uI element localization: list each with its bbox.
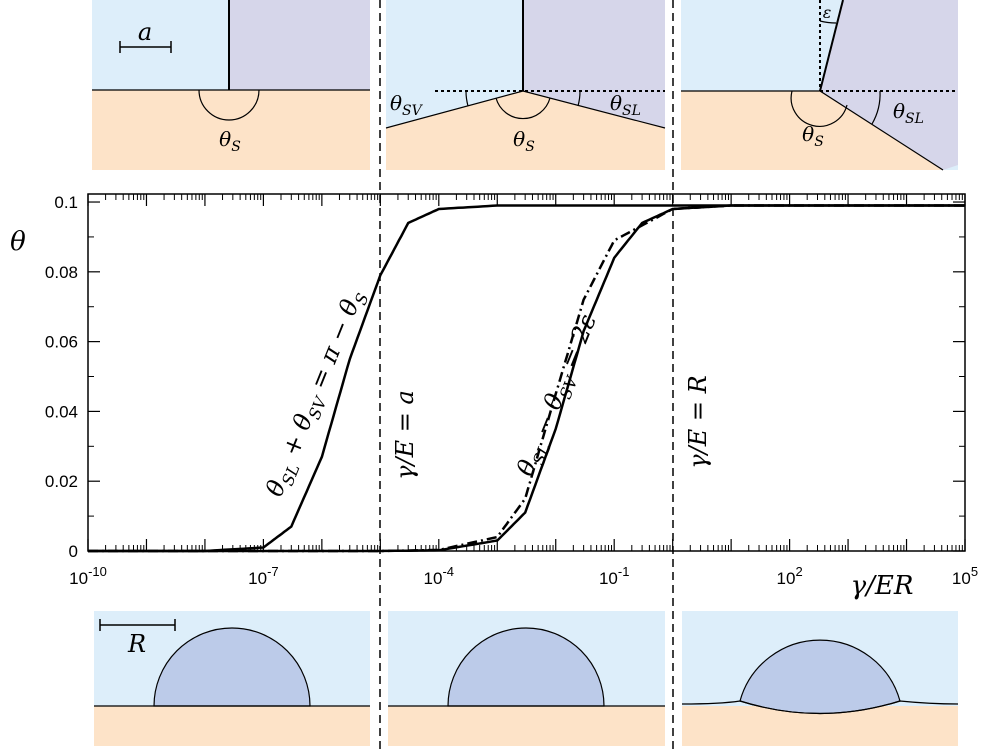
series-line-0 bbox=[88, 204, 965, 553]
angle-arc-s bbox=[495, 97, 551, 120]
angle-arc bbox=[198, 89, 260, 121]
substrate bbox=[94, 706, 370, 746]
x-tick-label: 10-4 bbox=[424, 564, 454, 588]
bottom-panel-1: R bbox=[94, 611, 370, 746]
vline-label-a: γ/E = a bbox=[391, 390, 419, 480]
scale-bar bbox=[99, 619, 176, 631]
drop bbox=[447, 627, 605, 707]
surface-line bbox=[385, 90, 666, 129]
angle-arc-sl bbox=[871, 90, 881, 125]
x-tick-label: 10-1 bbox=[599, 564, 629, 588]
series-line-1 bbox=[88, 204, 965, 553]
minor-ticks bbox=[88, 194, 965, 551]
y-tick-label: 0.06 bbox=[45, 333, 78, 352]
svg-text:γ/E = R: γ/E = R bbox=[684, 375, 712, 468]
curve-annotation-2: θSL − θSV = 2ε bbox=[511, 310, 605, 481]
substrate bbox=[386, 91, 665, 170]
y-tick-label: 0.08 bbox=[45, 263, 78, 282]
top-panel-2: θSV θSL θS bbox=[385, 0, 666, 170]
y-tick-label: 0.02 bbox=[45, 472, 78, 491]
tick-labels: 10-10 10-7 10-4 10-1 102 105 0 0.02 0.04 0.06 0.08… bbox=[45, 193, 978, 588]
theta-sv-label: θSV bbox=[390, 91, 424, 119]
scale-label-r: R bbox=[127, 630, 146, 658]
angle-arc-sl bbox=[577, 90, 581, 107]
bottom-panel-2 bbox=[388, 611, 665, 746]
angle-arc-s bbox=[790, 90, 848, 127]
scale-bar bbox=[119, 41, 172, 53]
epsilon-label: ε bbox=[823, 3, 832, 22]
y-tick-label: 0.1 bbox=[54, 193, 78, 212]
x-tick-label: 102 bbox=[777, 564, 803, 588]
scale-label-a: a bbox=[138, 18, 152, 46]
series-layer bbox=[88, 204, 965, 553]
drop bbox=[153, 627, 311, 707]
main-chart: 10-10 10-7 10-4 10-1 102 105 0 0.02 0.04 0.06 0.08… bbox=[10, 193, 978, 601]
interface-line bbox=[819, 0, 844, 92]
solid-region bbox=[820, 0, 958, 170]
x-tick-label: 10-10 bbox=[69, 564, 107, 588]
y-tick-label: 0.04 bbox=[45, 402, 78, 421]
top-panel-3: ε θSL θS bbox=[681, 0, 958, 171]
surface-line bbox=[681, 700, 959, 715]
x-tick-label: 105 bbox=[952, 564, 978, 588]
y-axis-label: θ bbox=[10, 227, 26, 257]
theta-sl-label: θSL bbox=[610, 91, 641, 119]
y-tick-label: 0 bbox=[69, 542, 78, 561]
svg-text:γ/E = a: γ/E = a bbox=[391, 390, 419, 480]
plot-frame bbox=[87, 193, 966, 552]
vline-label-r: γ/E = R bbox=[684, 375, 712, 468]
theta-s-label: θS bbox=[219, 127, 241, 155]
theta-sl-label: θSL bbox=[893, 99, 924, 127]
substrate bbox=[388, 706, 665, 746]
substrate bbox=[92, 90, 370, 170]
svg-text:θSL − θSV = 2ε: θSL − θSV = 2ε bbox=[511, 310, 605, 481]
theta-s-label: θS bbox=[513, 127, 535, 155]
major-ticks bbox=[87, 194, 966, 552]
bottom-panel-3 bbox=[681, 611, 959, 746]
solid-region bbox=[229, 0, 370, 90]
series-line-2 bbox=[88, 204, 965, 553]
angle-arc-sv bbox=[465, 90, 469, 107]
substrate bbox=[681, 91, 943, 170]
theta-s-label: θS bbox=[802, 122, 824, 150]
angle-arc-eps bbox=[819, 20, 837, 24]
x-axis-label: γ/ER bbox=[851, 571, 914, 601]
top-panel-1: a θS bbox=[92, 0, 370, 170]
x-tick-label: 10-7 bbox=[248, 564, 278, 588]
